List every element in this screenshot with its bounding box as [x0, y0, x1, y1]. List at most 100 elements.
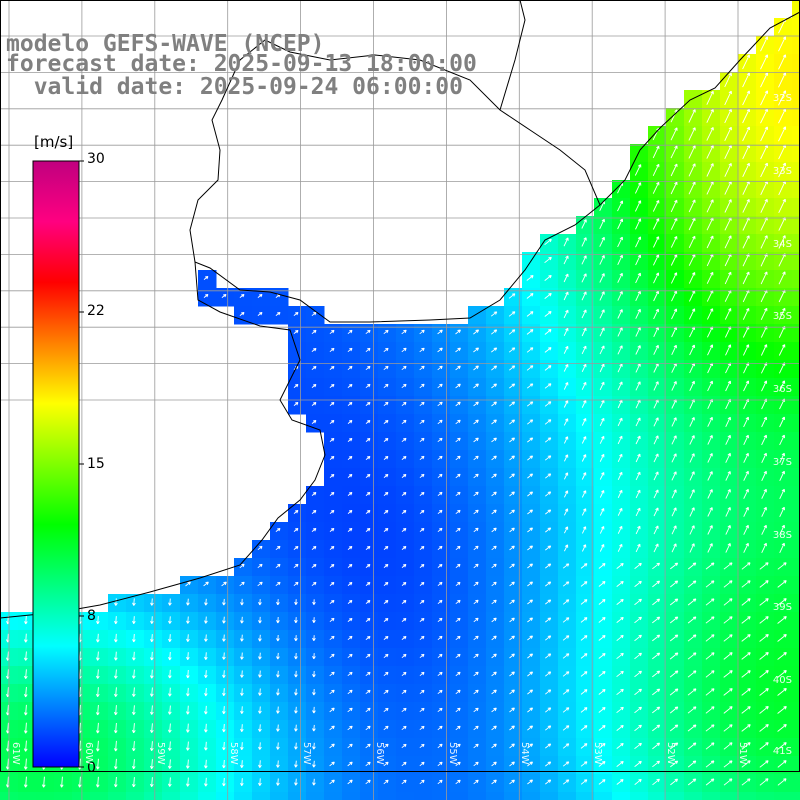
- wind-arrow: [760, 162, 768, 178]
- wind-arrow: [562, 671, 570, 677]
- speed-cell: [792, 396, 800, 415]
- wind-arrow: [365, 779, 371, 785]
- wind-arrow: [312, 670, 316, 678]
- wind-arrow: [419, 707, 425, 713]
- wind-arrow: [113, 687, 118, 697]
- speed-cell: [468, 666, 487, 685]
- speed-cell: [756, 504, 775, 523]
- speed-cell: [450, 612, 469, 631]
- wind-arrow: [509, 545, 515, 551]
- wind-arrow: [689, 417, 695, 427]
- speed-cell: [612, 360, 631, 379]
- wind-arrow: [563, 255, 569, 265]
- speed-cell: [630, 270, 649, 289]
- wind-arrow: [778, 162, 786, 178]
- wind-arrow: [419, 599, 425, 604]
- speed-cell: [522, 360, 541, 379]
- speed-cell: [126, 756, 145, 775]
- wind-arrow: [491, 599, 497, 605]
- speed-cell: [414, 792, 433, 800]
- speed-cell: [162, 684, 181, 703]
- wind-arrow: [419, 725, 425, 731]
- wind-arrow: [77, 776, 82, 788]
- wind-arrow: [635, 236, 642, 248]
- speed-cell: [486, 378, 505, 397]
- wind-arrow: [777, 760, 787, 768]
- wind-arrow: [437, 419, 443, 425]
- wind-arrow: [508, 293, 516, 299]
- wind-arrow: [759, 634, 769, 642]
- speed-cell: [666, 558, 685, 577]
- wind-arrow: [723, 598, 733, 606]
- wind-arrow: [401, 599, 407, 604]
- wind-arrow: [563, 544, 569, 552]
- wind-arrow: [347, 455, 353, 460]
- speed-cell: [378, 738, 397, 757]
- wind-arrow: [419, 347, 425, 353]
- wind-arrow: [419, 563, 425, 568]
- wind-arrow: [707, 344, 714, 356]
- wind-arrow: [563, 490, 569, 498]
- speed-cell: [378, 792, 397, 800]
- speed-cell: [180, 648, 199, 667]
- speed-cell: [756, 522, 775, 541]
- speed-cell: [738, 684, 757, 703]
- speed-cell: [432, 738, 451, 757]
- wind-arrow: [455, 653, 461, 659]
- wind-arrow: [671, 308, 678, 320]
- wind-arrow: [598, 599, 606, 605]
- speed-cell: [54, 792, 73, 800]
- wind-arrow: [725, 507, 731, 517]
- wind-arrow: [652, 145, 660, 159]
- wind-arrow: [132, 598, 136, 606]
- speed-cell: [738, 252, 757, 271]
- wind-arrow: [131, 669, 136, 679]
- wind-arrow: [347, 581, 353, 586]
- speed-cell: [738, 288, 757, 307]
- speed-cell: [486, 792, 505, 800]
- speed-cell: [324, 648, 343, 667]
- wind-arrow: [23, 669, 28, 679]
- wind-arrow: [203, 777, 208, 787]
- speed-cell: [738, 378, 757, 397]
- wind-arrow: [365, 545, 371, 550]
- wind-arrow: [131, 759, 136, 770]
- speed-cell: [594, 360, 613, 379]
- wind-arrow: [401, 491, 407, 496]
- wind-arrow: [131, 741, 136, 752]
- wind-arrow: [705, 778, 715, 786]
- speed-cell: [288, 360, 307, 379]
- wind-arrow: [401, 707, 407, 713]
- wind-arrow: [635, 290, 641, 301]
- wind-arrow: [419, 689, 425, 695]
- speed-cell: [702, 144, 721, 163]
- speed-cell: [108, 648, 127, 667]
- wind-arrow: [509, 653, 515, 659]
- speed-cell: [432, 504, 451, 523]
- speed-cell: [612, 486, 631, 505]
- wind-arrow: [617, 507, 623, 516]
- speed-cell: [594, 216, 613, 235]
- wind-arrow: [473, 617, 479, 623]
- speed-cell: [684, 414, 703, 433]
- speed-cell: [522, 630, 541, 649]
- wind-arrow: [96, 616, 100, 625]
- wind-arrow: [455, 563, 461, 569]
- wind-arrow: [669, 670, 679, 678]
- speed-cell: [414, 324, 433, 343]
- speed-cell: [234, 792, 253, 800]
- speed-cell: [738, 54, 757, 73]
- wind-arrow: [725, 471, 731, 481]
- speed-cell: [720, 378, 739, 397]
- speed-cell: [486, 738, 505, 757]
- speed-cell: [756, 558, 775, 577]
- wind-arrow: [437, 401, 443, 407]
- speed-cell: [486, 720, 505, 739]
- wind-arrow: [599, 435, 605, 444]
- speed-cell: [486, 540, 505, 559]
- wind-arrow: [707, 471, 713, 481]
- wind-arrow: [347, 617, 353, 622]
- speed-cell: [504, 558, 523, 577]
- speed-cell: [666, 486, 685, 505]
- wind-arrow: [563, 526, 569, 534]
